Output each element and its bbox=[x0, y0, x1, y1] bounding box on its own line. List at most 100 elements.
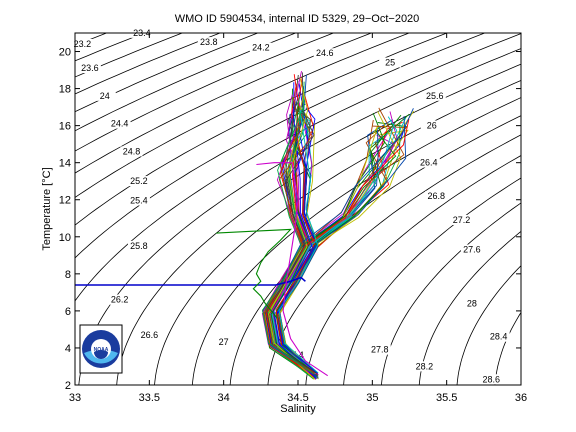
density-contour-line bbox=[75, 33, 259, 113]
contour-label-bg bbox=[127, 240, 150, 251]
profile-line bbox=[262, 104, 314, 374]
contour-label: 24 bbox=[100, 91, 110, 101]
contour-label: 25.8 bbox=[130, 241, 148, 251]
contour-label-bg bbox=[368, 344, 391, 355]
x-tick-label: 34 bbox=[218, 392, 230, 404]
profile-line bbox=[278, 109, 319, 374]
contour-label: 24.4 bbox=[111, 119, 129, 129]
contour-label-bg bbox=[413, 361, 436, 372]
contour-label: 27.8 bbox=[371, 345, 389, 355]
contour-label-bg bbox=[71, 38, 94, 49]
x-axis-ticks: 33 33.5 34 34.5 35 35.5 36 bbox=[69, 33, 527, 404]
x-tick-label: 35.5 bbox=[436, 392, 457, 404]
y-tick-label: 2 bbox=[65, 380, 71, 392]
density-contour-line bbox=[305, 155, 521, 385]
density-contour-line bbox=[154, 80, 521, 385]
density-contour-line bbox=[116, 63, 521, 385]
profile-line bbox=[265, 118, 410, 374]
profile-line bbox=[279, 116, 407, 379]
y-tick-label: 16 bbox=[59, 121, 71, 133]
contour-label-bg bbox=[127, 195, 150, 206]
contour-label-bg bbox=[487, 331, 510, 342]
contour-label: 26.4 bbox=[420, 158, 438, 168]
density-contour-line bbox=[75, 33, 449, 226]
y-tick-label: 18 bbox=[59, 84, 71, 96]
x-tick-label: 35 bbox=[366, 392, 378, 404]
contour-label: 27.6 bbox=[463, 245, 481, 255]
contour-label-bg bbox=[138, 329, 161, 340]
contour-label: 25.6 bbox=[426, 91, 444, 101]
contour-label: 26.2 bbox=[111, 295, 129, 305]
density-contour-line bbox=[267, 134, 521, 385]
profile-line bbox=[266, 111, 315, 373]
contour-label-bg bbox=[379, 57, 402, 68]
density-contour-line bbox=[75, 33, 373, 174]
chart-title: WMO ID 5904534, internal ID 5329, 29−Oct… bbox=[175, 13, 420, 25]
series-line bbox=[256, 162, 329, 377]
profile-bundle bbox=[261, 71, 415, 380]
profile-line bbox=[267, 77, 316, 380]
contour-label-bg bbox=[425, 190, 448, 201]
contour-label-bg bbox=[423, 90, 446, 101]
density-contour-line bbox=[570, 24, 576, 395]
contour-label: 23.6 bbox=[81, 63, 99, 73]
profile-line bbox=[279, 111, 402, 380]
contour-label-bg bbox=[197, 37, 220, 48]
contour-label: 24.2 bbox=[252, 43, 270, 53]
y-tick-label: 6 bbox=[65, 306, 71, 318]
density-contour-line bbox=[191, 97, 521, 385]
x-tick-label: 34.5 bbox=[287, 392, 308, 404]
contour-label: 25 bbox=[385, 57, 395, 67]
contour-label-bg bbox=[450, 214, 473, 225]
contour-label-bg bbox=[108, 294, 131, 305]
contour-label-bg bbox=[420, 120, 443, 131]
x-tick-label: 33.5 bbox=[139, 392, 160, 404]
contour-label: 28.2 bbox=[416, 361, 434, 371]
contour-label-bg bbox=[313, 48, 336, 59]
contour-label: 25.2 bbox=[130, 176, 148, 186]
x-tick-label: 36 bbox=[515, 392, 527, 404]
y-tick-label: 14 bbox=[59, 158, 71, 170]
contour-label: 25.4 bbox=[130, 196, 148, 206]
x-tick-label: 33 bbox=[69, 392, 81, 404]
noaa-logo-text: NOAA bbox=[94, 347, 109, 353]
contour-label-bg bbox=[460, 244, 483, 255]
density-contour-line bbox=[75, 33, 335, 152]
contour-label: 27.2 bbox=[453, 215, 471, 225]
density-contour-labels: 23.223.423.623.82424.224.424.624.82525.2… bbox=[71, 27, 510, 385]
contour-label-bg bbox=[417, 157, 440, 168]
density-contour-line bbox=[494, 311, 521, 385]
density-contour-line bbox=[418, 230, 521, 385]
contour-label-bg bbox=[120, 146, 143, 157]
y-tick-label: 8 bbox=[65, 269, 71, 281]
contour-label: 24.6 bbox=[316, 48, 334, 58]
contour-label-bg bbox=[480, 374, 503, 385]
contour-label-bg bbox=[249, 42, 272, 53]
series-line bbox=[75, 276, 306, 286]
contour-label: 23.2 bbox=[74, 39, 92, 49]
profile-line bbox=[263, 96, 314, 375]
contour-label: 26.8 bbox=[427, 191, 445, 201]
contour-label: 27 bbox=[219, 337, 229, 347]
noaa-logo: NOAA bbox=[79, 324, 123, 374]
contour-label: 28.6 bbox=[483, 374, 501, 384]
y-axis-label: Temperature [°C] bbox=[41, 167, 53, 250]
y-tick-label: 12 bbox=[59, 195, 71, 207]
density-contour-line bbox=[75, 33, 411, 198]
contour-label-bg bbox=[93, 90, 116, 101]
contour-label: 26 bbox=[427, 120, 437, 130]
density-contour-line bbox=[75, 33, 222, 95]
contour-label-bg bbox=[78, 63, 101, 74]
contour-label-bg bbox=[460, 298, 483, 309]
density-contour-line bbox=[343, 177, 521, 385]
density-contour-line bbox=[380, 202, 521, 385]
contour-label: 24.8 bbox=[123, 146, 141, 156]
contour-label-bg bbox=[127, 176, 150, 187]
density-contour-line bbox=[532, 24, 576, 395]
profile-line bbox=[271, 123, 395, 375]
highlighted-profiles bbox=[75, 162, 329, 377]
density-contour-line bbox=[456, 265, 521, 385]
contour-label: 23.8 bbox=[200, 37, 218, 47]
